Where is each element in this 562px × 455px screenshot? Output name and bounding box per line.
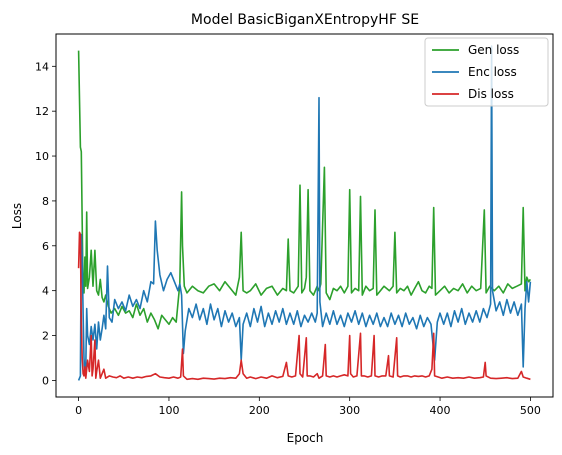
series-line-gen-loss bbox=[77, 50, 532, 330]
y-axis: 0 2 4 6 8 10 12 14 bbox=[35, 60, 56, 387]
x-tick-label: 0 bbox=[75, 404, 82, 417]
series-line-enc-loss bbox=[77, 45, 532, 381]
legend-label-dis-loss: Dis loss bbox=[468, 87, 514, 101]
y-tick-label: 10 bbox=[35, 150, 49, 163]
y-tick-label: 14 bbox=[35, 60, 49, 73]
legend-label-gen-loss: Gen loss bbox=[468, 43, 519, 57]
legend-label-enc-loss: Enc loss bbox=[468, 65, 517, 79]
series-line-dis-loss bbox=[77, 231, 531, 381]
x-axis-label: Epoch bbox=[287, 431, 324, 445]
x-tick-label: 400 bbox=[430, 404, 451, 417]
plot-lines bbox=[77, 45, 532, 381]
x-tick-label: 100 bbox=[158, 404, 179, 417]
y-axis-label: Loss bbox=[10, 203, 24, 229]
legend-box bbox=[424, 37, 549, 107]
y-tick-label: 8 bbox=[42, 195, 49, 208]
x-tick-label: 200 bbox=[249, 404, 270, 417]
y-tick-label: 12 bbox=[35, 105, 49, 118]
y-tick-label: 6 bbox=[42, 240, 49, 253]
legend: Gen loss Enc loss Dis loss bbox=[424, 37, 549, 107]
plot-frame bbox=[55, 33, 554, 398]
x-tick-label: 500 bbox=[520, 404, 541, 417]
y-tick-label: 0 bbox=[42, 374, 49, 387]
x-tick-label: 300 bbox=[339, 404, 360, 417]
y-tick-label: 2 bbox=[42, 330, 49, 343]
y-tick-label: 4 bbox=[42, 285, 49, 298]
x-axis: 0 100 200 300 400 500 bbox=[75, 397, 541, 417]
chart-title: Model BasicBiganXEntropyHF SE bbox=[191, 12, 419, 28]
